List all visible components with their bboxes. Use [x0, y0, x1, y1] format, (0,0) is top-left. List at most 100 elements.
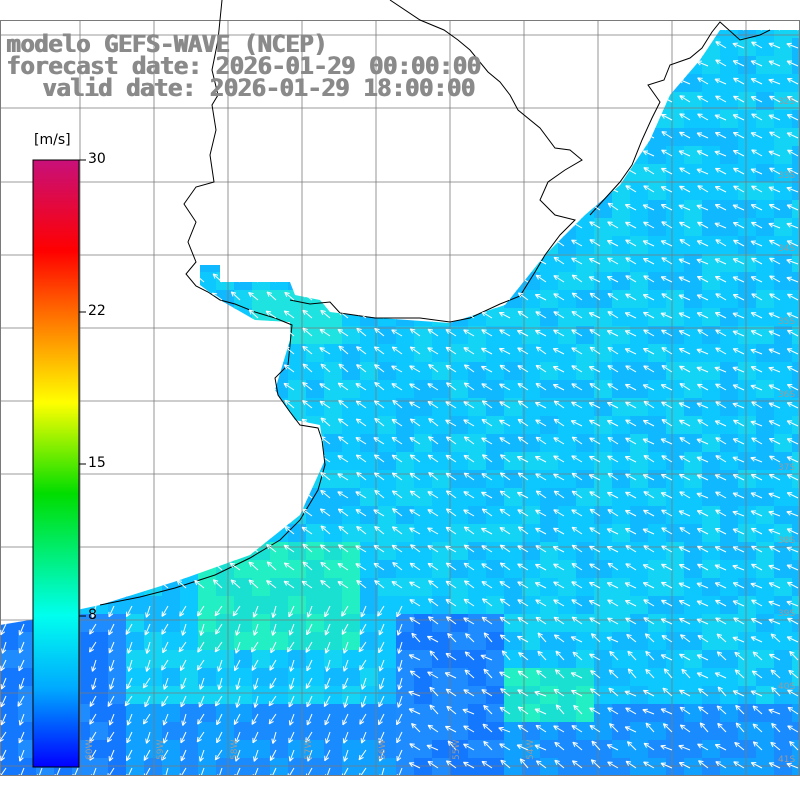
wind-arrow	[391, 184, 403, 193]
wind-arrow	[715, 761, 727, 769]
wind-cell	[198, 632, 217, 651]
wind-arrow	[607, 761, 619, 769]
wind-cell	[756, 632, 775, 651]
wind-cell	[756, 272, 775, 291]
wind-cell	[594, 524, 613, 543]
wind-arrow	[787, 293, 799, 301]
wind-arrow	[286, 641, 295, 653]
wind-cell	[18, 110, 37, 129]
wind-cell	[360, 344, 379, 363]
wind-cell	[648, 650, 667, 669]
wind-arrow	[660, 186, 673, 193]
wind-cell	[234, 722, 253, 741]
wind-arrow	[108, 605, 115, 618]
wind-arrow	[378, 659, 385, 672]
wind-arrow	[127, 641, 133, 654]
wind-cell	[486, 506, 505, 525]
wind-arrow	[15, 452, 25, 463]
wind-cell	[558, 758, 577, 775]
wind-cell	[630, 776, 649, 795]
wind-cell	[540, 776, 559, 795]
wind-cell	[702, 578, 721, 597]
wind-cell	[702, 434, 721, 453]
wind-cell	[648, 200, 667, 219]
wind-cell	[594, 380, 613, 399]
wind-cell	[126, 506, 145, 525]
wind-cell	[216, 218, 235, 237]
wind-arrow	[427, 454, 439, 463]
wind-arrow	[499, 706, 511, 715]
wind-arrow	[624, 348, 637, 355]
wind-arrow	[338, 399, 349, 409]
wind-cell	[108, 416, 127, 435]
wind-arrow	[535, 77, 547, 85]
wind-cell	[144, 488, 163, 507]
wind-arrow	[392, 273, 403, 283]
wind-arrow	[271, 605, 277, 618]
wind-cell	[738, 344, 757, 363]
wind-cell	[576, 326, 595, 345]
wind-cell	[756, 524, 775, 543]
wind-arrow	[588, 366, 601, 373]
wind-arrow	[499, 203, 511, 211]
wind-arrow	[717, 686, 727, 697]
wind-cell	[324, 524, 343, 543]
wind-cell	[540, 524, 559, 543]
wind-cell	[252, 560, 271, 579]
wind-cell	[216, 200, 235, 219]
wind-cell	[216, 704, 235, 723]
wind-arrow	[18, 677, 25, 690]
wind-arrow	[463, 184, 475, 193]
wind-arrow	[266, 30, 277, 31]
wind-arrow	[15, 182, 25, 193]
wind-cell	[558, 578, 577, 597]
wind-arrow	[338, 363, 349, 373]
wind-cell	[306, 632, 325, 651]
wind-cell	[612, 758, 631, 775]
wind-cell	[540, 506, 559, 525]
wind-cell	[360, 632, 379, 651]
wind-cell	[18, 722, 37, 741]
wind-arrow	[14, 543, 25, 553]
wind-arrow	[266, 471, 277, 481]
wind-arrow	[140, 274, 151, 283]
wind-arrow	[302, 30, 313, 31]
title-valid-date: valid date: 2026-01-29 18:00:00	[42, 74, 475, 102]
wind-arrow	[409, 509, 421, 517]
wind-cell	[90, 110, 109, 129]
wind-cell	[306, 308, 325, 327]
wind-cell	[432, 182, 451, 201]
wind-arrow	[660, 654, 673, 661]
wind-arrow	[752, 723, 763, 733]
wind-cell	[180, 740, 199, 759]
wind-arrow	[678, 330, 691, 337]
wind-cell	[450, 380, 469, 399]
wind-arrow	[337, 112, 349, 121]
wind-arrow	[499, 76, 511, 85]
wind-cell	[126, 686, 145, 705]
wind-arrow	[391, 167, 403, 175]
wind-arrow	[660, 618, 673, 625]
wind-arrow	[607, 202, 619, 211]
wind-cell	[342, 506, 361, 525]
wind-cell	[630, 758, 649, 775]
wind-arrow	[483, 668, 493, 679]
wind-cell	[684, 218, 703, 237]
wind-arrow	[266, 165, 277, 175]
wind-arrow	[283, 544, 295, 553]
wind-arrow	[786, 60, 799, 67]
wind-arrow	[643, 30, 655, 31]
wind-arrow	[408, 708, 421, 715]
wind-cell	[720, 722, 739, 741]
wind-cell	[486, 308, 505, 327]
wind-arrow	[463, 617, 475, 625]
wind-cell	[648, 614, 667, 633]
wind-cell	[648, 290, 667, 309]
wind-arrow	[732, 348, 745, 355]
wind-arrow	[378, 713, 385, 726]
wind-arrow	[86, 526, 97, 535]
wind-cell	[378, 272, 397, 291]
wind-cell	[198, 146, 217, 165]
wind-arrow	[319, 184, 331, 193]
wind-arrow	[342, 659, 349, 672]
